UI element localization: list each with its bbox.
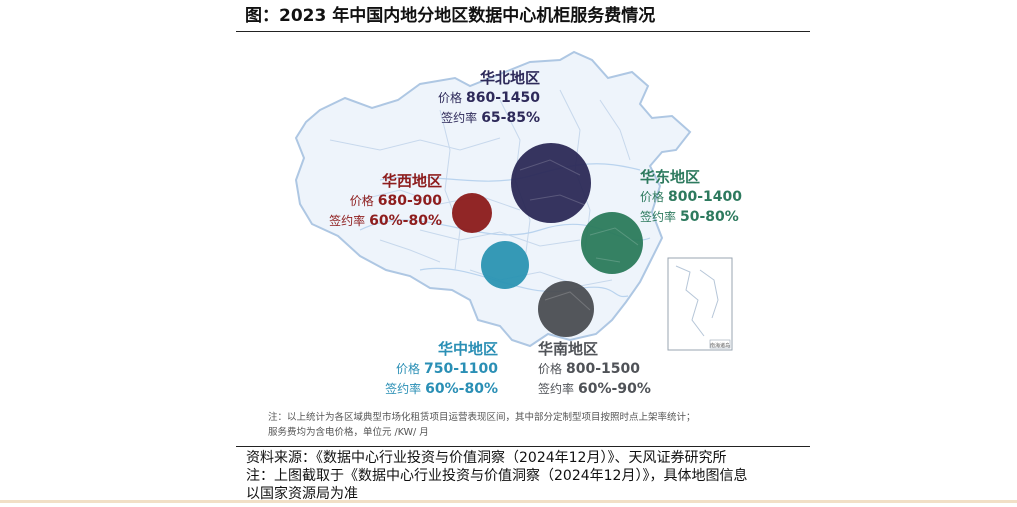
price-key: 价格 bbox=[538, 362, 563, 376]
south-region-label: 华南地区 价格 800-1500 签约率 60%-90% bbox=[538, 339, 668, 399]
south-bubble bbox=[538, 281, 594, 337]
china-outline bbox=[294, 50, 692, 348]
region-name: 华北地区 bbox=[479, 69, 540, 87]
source-divider bbox=[236, 446, 810, 447]
rate-value: 60%-80% bbox=[369, 213, 442, 229]
rate-key: 签约率 bbox=[329, 214, 366, 228]
rate-key: 签约率 bbox=[441, 111, 478, 125]
price-value: 680-900 bbox=[377, 193, 442, 209]
price-value: 750-1100 bbox=[424, 361, 498, 377]
price-key: 价格 bbox=[395, 362, 420, 376]
source-line-3: 以国家资源局为准 bbox=[246, 486, 358, 502]
rate-value: 65-85% bbox=[481, 110, 540, 126]
region-name: 华南地区 bbox=[538, 340, 599, 358]
rate-value: 60%-90% bbox=[578, 381, 651, 397]
title-divider bbox=[236, 31, 810, 32]
east-bubble bbox=[581, 212, 643, 274]
west-bubble bbox=[452, 193, 492, 233]
region-name: 华东地区 bbox=[640, 168, 701, 186]
rate-value: 50-80% bbox=[680, 209, 739, 225]
price-key: 价格 bbox=[349, 194, 374, 208]
source-line-2: 注：上图截取于《数据中心行业投资与价值洞察（2024年12月）》，具体地图信息 bbox=[246, 468, 748, 484]
region-name: 华西地区 bbox=[381, 172, 442, 190]
rate-key: 签约率 bbox=[538, 382, 575, 396]
source-block: 资料来源：《数据中心行业投资与价值洞察（2024年12月）》、天风证券研究所 注… bbox=[246, 449, 846, 503]
rate-key: 签约率 bbox=[640, 210, 677, 224]
price-value: 860-1450 bbox=[466, 90, 540, 106]
note-line-1: 注：以上统计为各区域典型市场化租赁项目运营表现区间，其中部分定制型项目按照时点上… bbox=[268, 412, 696, 423]
note-line-2: 服务费均为含电价格，单位元 /KW/ 月 bbox=[268, 427, 429, 438]
map-footnote: 注：以上统计为各区域典型市场化租赁项目运营表现区间，其中部分定制型项目按照时点上… bbox=[268, 410, 748, 440]
bottom-accent-bar bbox=[0, 500, 1017, 503]
inset-label: 南海诸岛 bbox=[710, 342, 730, 349]
north-bubble bbox=[511, 143, 591, 223]
north-region-label: 华北地区 价格 860-1450 签约率 65-85% bbox=[430, 68, 540, 128]
price-key: 价格 bbox=[437, 91, 462, 105]
central-region-label: 华中地区 价格 750-1100 签约率 60%-80% bbox=[376, 339, 498, 399]
south-china-sea-inset: 南海诸岛 bbox=[667, 257, 733, 351]
region-name: 华中地区 bbox=[437, 340, 498, 358]
source-line-1: 资料来源：《数据中心行业投资与价值洞察（2024年12月）》、天风证券研究所 bbox=[246, 450, 727, 466]
east-region-label: 华东地区 价格 800-1400 签约率 50-80% bbox=[640, 167, 770, 227]
figure-title: 图：2023 年中国内地分地区数据中心机柜服务费情况 bbox=[245, 6, 656, 26]
central-bubble bbox=[481, 241, 529, 289]
price-key: 价格 bbox=[640, 190, 665, 204]
bubble-overlay-lines bbox=[519, 159, 639, 311]
price-value: 800-1400 bbox=[668, 189, 743, 205]
west-region-label: 华西地区 价格 680-900 签约率 60%-80% bbox=[318, 171, 442, 231]
rate-value: 60%-80% bbox=[425, 381, 498, 397]
price-value: 800-1500 bbox=[566, 361, 641, 377]
rate-key: 签约率 bbox=[385, 382, 422, 396]
